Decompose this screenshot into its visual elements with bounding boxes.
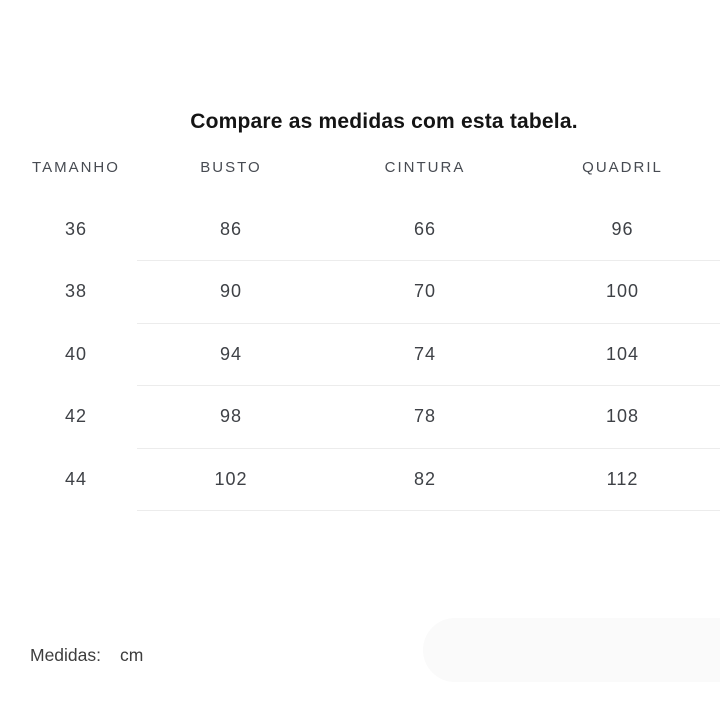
size-value-cell: 38: [64, 281, 88, 302]
size-value-cell: 40: [64, 343, 88, 364]
size-value-cell: 44: [64, 468, 88, 489]
measure-value-cell: 96: [525, 198, 720, 261]
measure-value-cell: 94: [137, 323, 325, 386]
size-value-cell: 36: [64, 218, 88, 239]
size-row: 40 94 74 104: [0, 323, 720, 386]
measurement-unit-label: Medidas:: [30, 645, 102, 665]
column-header-tamanho: TAMANHO: [32, 159, 120, 176]
size-row: 38 90 70 100: [0, 260, 720, 324]
measurement-unit-row: Medidas: cm: [30, 645, 143, 666]
column-header-quadril: QUADRIL: [582, 159, 663, 176]
page-title: Compare as medidas com esta tabela.: [190, 110, 578, 133]
size-chart-header: TAMANHO BUSTO CINTURA QUADRIL: [0, 137, 720, 198]
size-row: 36 86 66 96: [0, 198, 720, 261]
measure-value-cell: 104: [525, 323, 720, 386]
measure-value-cell: 70: [325, 260, 525, 324]
size-chart-header-row: TAMANHO BUSTO CINTURA QUADRIL: [0, 137, 720, 198]
measure-value-cell: 74: [325, 323, 525, 386]
size-row: 44 102 82 112: [0, 448, 720, 511]
size-chart-table: TAMANHO BUSTO CINTURA QUADRIL 36 86 66 96 38 90 7…: [0, 137, 720, 511]
size-value-cell: 42: [64, 406, 88, 427]
size-row: 42 98 78 108: [0, 385, 720, 449]
measure-value-cell: 66: [325, 198, 525, 261]
measure-value-cell: 82: [325, 448, 525, 511]
measure-value-cell: 108: [525, 385, 720, 449]
column-header-busto: BUSTO: [200, 159, 262, 176]
measure-value-cell: 102: [137, 448, 325, 511]
measure-value-cell: 98: [137, 385, 325, 449]
faded-corner-pill: [423, 618, 720, 682]
measurement-unit-value: cm: [120, 645, 144, 665]
column-header-cintura: CINTURA: [384, 159, 466, 176]
measure-value-cell: 100: [525, 260, 720, 324]
measure-value-cell: 78: [325, 385, 525, 449]
measure-value-cell: 86: [137, 198, 325, 261]
size-chart-body: 36 86 66 96 38 90 70 100 40 94 74 104 42 98 78 108 44 102…: [0, 198, 720, 511]
measure-value-cell: 90: [137, 260, 325, 324]
measure-value-cell: 112: [525, 448, 720, 511]
